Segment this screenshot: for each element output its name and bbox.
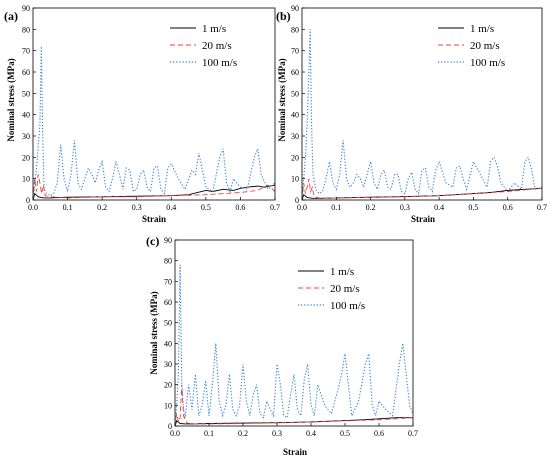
y-tick-label-a-0: 0 [26, 196, 30, 205]
y-tick-label-a-4: 40 [22, 111, 30, 120]
legend-label-b-3: 100 m/s [470, 57, 505, 69]
panel-label-a: (a) [4, 9, 18, 23]
y-tick-label-b-2: 20 [291, 153, 299, 162]
y-tick-label-a-2: 20 [22, 153, 30, 162]
y-tick-label-c-4: 40 [164, 339, 172, 348]
y-tick-label-c-8: 80 [164, 257, 172, 266]
legend-label-a-3: 100 m/s [202, 57, 237, 69]
series-group-a [33, 46, 275, 200]
legend-label-c-3: 100 m/s [330, 300, 365, 312]
y-axis-label-c: Nominal stress (MPa) [149, 291, 159, 374]
y-tick-label-a-7: 70 [22, 47, 30, 56]
x-axis-label-a: Strain [142, 214, 166, 224]
x-tick-label-a-4: 0.4 [166, 203, 176, 212]
series-line-b-2 [302, 178, 542, 200]
y-tick-label-b-5: 50 [291, 89, 299, 98]
series-line-c-1 [175, 417, 413, 426]
x-tick-label-a-2: 0.2 [97, 203, 107, 212]
y-tick-label-c-6: 60 [164, 298, 172, 307]
x-tick-label-a-0: 0.0 [28, 203, 38, 212]
x-tick-label-c-4: 0.4 [306, 429, 316, 438]
legend-label-b-1: 1 m/s [470, 23, 494, 35]
y-tick-label-b-4: 40 [291, 111, 299, 120]
x-tick-label-b-2: 0.2 [366, 203, 376, 212]
x-tick-label-a-7: 0.7 [270, 203, 280, 212]
panel-label-b: (b) [276, 9, 291, 23]
panel-a: (a) Nominal stress (MPa) Strain 0.0 0.1 0.… [4, 4, 280, 224]
series-line-c-2 [175, 384, 413, 426]
y-tick-label-a-3: 30 [22, 132, 30, 141]
y-tick-label-a-6: 60 [22, 68, 30, 77]
series-group-b [302, 29, 542, 200]
legend-b: 1 m/s 20 m/s 100 m/s [438, 23, 505, 69]
x-tick-label-a-6: 0.6 [235, 203, 245, 212]
y-tick-label-c-7: 70 [164, 277, 172, 286]
series-line-c-3 [175, 264, 413, 426]
x-tick-label-c-7: 0.7 [408, 429, 418, 438]
legend-label-c-1: 1 m/s [330, 266, 354, 278]
y-tick-label-c-3: 30 [164, 360, 172, 369]
y-tick-label-a-5: 50 [22, 89, 30, 98]
y-tick-label-b-3: 30 [291, 132, 299, 141]
x-tick-label-b-1: 0.1 [331, 203, 341, 212]
y-tick-label-b-1: 10 [291, 175, 299, 184]
x-tick-label-b-3: 0.3 [400, 203, 410, 212]
x-tick-label-b-5: 0.5 [468, 203, 478, 212]
y-tick-label-a-9: 90 [22, 4, 30, 13]
x-tick-label-c-1: 0.1 [204, 429, 214, 438]
legend-label-b-2: 20 m/s [470, 40, 500, 52]
y-tick-label-c-5: 50 [164, 319, 172, 328]
x-tick-label-c-6: 0.6 [374, 429, 384, 438]
legend-label-a-2: 20 m/s [202, 40, 232, 52]
plot-frame-a [32, 7, 276, 201]
y-tick-label-c-2: 20 [164, 381, 172, 390]
series-line-a-3 [33, 46, 275, 200]
x-tick-label-c-2: 0.2 [238, 429, 248, 438]
y-tick-label-b-9: 90 [291, 4, 299, 13]
x-tick-label-b-0: 0.0 [297, 203, 307, 212]
y-tick-label-c-9: 90 [164, 236, 172, 245]
legend-label-c-2: 20 m/s [330, 283, 360, 295]
y-tick-label-c-1: 10 [164, 401, 172, 410]
y-tick-label-a-1: 10 [22, 175, 30, 184]
y-tick-label-b-6: 60 [291, 68, 299, 77]
panel-c: (c) Nominal stress (MPa) Strain 0.0 0.1 0.… [146, 234, 418, 457]
y-tick-label-b-8: 80 [291, 25, 299, 34]
panel-label-c: (c) [146, 234, 159, 248]
x-axis-label-b: Strain [411, 214, 435, 224]
x-tick-label-c-5: 0.5 [340, 429, 350, 438]
y-tick-label-a-8: 80 [22, 25, 30, 34]
x-tick-label-a-3: 0.3 [132, 203, 142, 212]
x-axis-label-c: Strain [283, 447, 307, 457]
y-tick-label-c-0: 0 [168, 422, 172, 431]
plot-frame-b [301, 7, 543, 201]
x-tick-label-b-6: 0.6 [503, 203, 513, 212]
x-tick-label-a-5: 0.5 [201, 203, 211, 212]
legend-c: 1 m/s 20 m/s 100 m/s [298, 266, 365, 312]
series-line-a-2 [33, 174, 275, 200]
x-tick-label-a-1: 0.1 [63, 203, 73, 212]
x-tick-label-c-3: 0.3 [272, 429, 282, 438]
legend-label-a-1: 1 m/s [202, 23, 226, 35]
y-tick-label-b-0: 0 [295, 196, 299, 205]
panel-b: (b) Nominal stress (MPa) Strain 0.0 0.1 0.… [276, 4, 547, 224]
legend-a: 1 m/s 20 m/s 100 m/s [170, 23, 237, 69]
y-tick-label-b-7: 70 [291, 47, 299, 56]
x-tick-label-c-0: 0.0 [170, 429, 180, 438]
plot-frame-c [174, 239, 414, 427]
series-line-b-3 [302, 29, 542, 200]
x-tick-label-b-7: 0.7 [537, 203, 547, 212]
y-axis-label-a: Nominal stress (MPa) [6, 58, 16, 141]
x-tick-label-b-4: 0.4 [434, 203, 444, 212]
series-group-c [175, 264, 413, 426]
y-axis-label-b: Nominal stress (MPa) [277, 58, 287, 141]
